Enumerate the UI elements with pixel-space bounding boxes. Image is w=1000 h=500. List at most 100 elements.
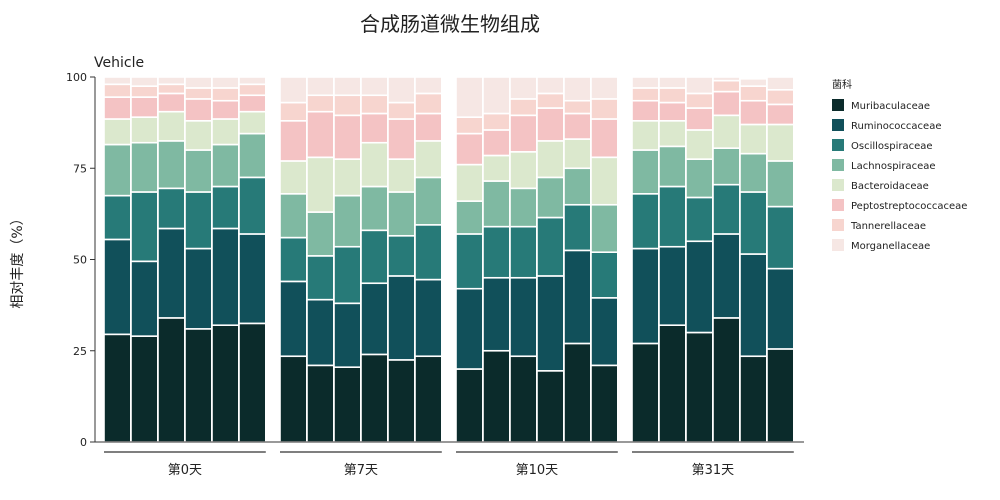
bar-segment-peptostreptococcaceae <box>509 114 538 153</box>
legend-label: Oscillospiraceae <box>851 141 933 152</box>
bar-segment-peptostreptococcaceae <box>712 90 741 117</box>
bar-segment-bacteroidaceae <box>238 110 267 135</box>
bar-segment-oscillospiraceae <box>658 185 687 248</box>
bar-segment-lachnospiraceae <box>130 141 159 193</box>
bar-segment-lachnospiraceae <box>279 193 308 239</box>
bar-segment-muribaculaceae <box>509 355 538 443</box>
bar-segment-lachnospiraceae <box>658 145 687 188</box>
y-tick-label: 100 <box>66 71 87 84</box>
bar-segment-tannerellaceae <box>658 87 687 104</box>
bar-segment-muribaculaceae <box>712 317 741 443</box>
bar-segment-lachnospiraceae <box>103 143 132 197</box>
bar-segment-tannerellaceae <box>563 99 592 115</box>
bar-segment-lachnospiraceae <box>739 152 768 193</box>
legend-swatch <box>832 239 844 251</box>
bar-segment-oscillospiraceae <box>130 191 159 263</box>
bar-segment-ruminococcaceae <box>536 275 565 372</box>
bar-segment-morganellaceae <box>387 76 416 104</box>
bar-segment-oscillospiraceae <box>157 187 186 230</box>
bar-segment-muribaculaceae <box>157 317 186 443</box>
bar-segment-ruminococcaceae <box>631 247 660 345</box>
bar-segment-ruminococcaceae <box>739 253 768 358</box>
y-tick-label: 50 <box>73 254 87 267</box>
group-label: 第7天 <box>344 463 378 478</box>
bar-segment-peptostreptococcaceae <box>211 99 240 120</box>
group-label: 第10天 <box>516 463 559 478</box>
bar-segment-lachnospiraceae <box>509 187 538 228</box>
bar-segment-morganellaceae <box>739 78 768 87</box>
bar-segment-muribaculaceae <box>766 348 795 443</box>
bar-segment-lachnospiraceae <box>157 140 186 190</box>
bar-segment-muribaculaceae <box>563 342 592 443</box>
bar-segment-peptostreptococcaceae <box>658 101 687 122</box>
bar-segment-tannerellaceae <box>509 98 538 117</box>
legend-label: Lachnospiraceae <box>851 161 936 172</box>
bar-segment-oscillospiraceae <box>455 233 484 290</box>
bar-segment-tannerellaceae <box>306 94 335 113</box>
bar-segment-ruminococcaceae <box>360 282 389 356</box>
bar-segment-lachnospiraceae <box>184 149 213 193</box>
bar-segment-lachnospiraceae <box>306 211 335 257</box>
bar-segment-muribaculaceae <box>184 328 213 443</box>
bar-segment-tannerellaceae <box>130 85 159 98</box>
bar-segment-peptostreptococcaceae <box>306 110 335 159</box>
y-tick-label: 25 <box>73 345 87 358</box>
bar-segment-tannerellaceae <box>238 83 267 97</box>
bar-segment-morganellaceae <box>482 76 511 115</box>
bar-segment-muribaculaceae <box>455 368 484 443</box>
bar-segment-oscillospiraceae <box>306 255 335 301</box>
bar-segment-bacteroidaceae <box>279 160 308 195</box>
bar-segment-morganellaceae <box>414 76 443 95</box>
group-label: 第31天 <box>692 463 735 478</box>
legend-swatch <box>832 139 844 151</box>
bar-segment-bacteroidaceae <box>739 123 768 155</box>
bar-segment-ruminococcaceae <box>563 249 592 345</box>
bar-segment-peptostreptococcaceae <box>130 96 159 118</box>
bar-segment-tannerellaceae <box>712 79 741 93</box>
chart-title: 合成肠道微生物组成 <box>360 12 540 36</box>
bar-segment-bacteroidaceae <box>306 156 335 213</box>
bar-segment-ruminococcaceae <box>103 238 132 336</box>
bar-segment-peptostreptococcaceae <box>631 99 660 122</box>
bar-segment-bacteroidaceae <box>482 154 511 182</box>
bar-segment-oscillospiraceae <box>482 225 511 279</box>
bar-segment-peptostreptococcaceae <box>333 114 362 160</box>
bar-segment-lachnospiraceae <box>712 147 741 186</box>
bar-segment-tannerellaceae <box>333 94 362 117</box>
bar-segment-oscillospiraceae <box>563 203 592 252</box>
bar-segment-peptostreptococcaceae <box>279 120 308 162</box>
bar-segment-ruminococcaceae <box>279 280 308 358</box>
bar-segment-ruminococcaceae <box>455 287 484 370</box>
bar-segment-tannerellaceae <box>387 101 416 120</box>
bar-segment-ruminococcaceae <box>658 245 687 326</box>
bar-segment-bacteroidaceae <box>712 114 741 149</box>
bar-segment-muribaculaceae <box>333 366 362 443</box>
bar-segment-oscillospiraceae <box>712 183 741 235</box>
bar-segment-ruminococcaceae <box>590 297 619 367</box>
legend-swatch <box>832 179 844 191</box>
bar-segment-bacteroidaceae <box>333 158 362 197</box>
bar-segment-tannerellaceae <box>184 87 213 100</box>
bar-segment-morganellaceae <box>238 76 267 86</box>
bar-segment-lachnospiraceae <box>211 143 240 188</box>
legend-title: 菌科 <box>832 78 852 91</box>
bar-segment-bacteroidaceae <box>360 141 389 188</box>
bar-segment-muribaculaceae <box>103 333 132 443</box>
bar-segment-lachnospiraceae <box>387 191 416 237</box>
bar-segment-bacteroidaceae <box>157 110 186 142</box>
bar-segment-oscillospiraceae <box>631 193 660 250</box>
bar-segment-lachnospiraceae <box>333 194 362 248</box>
bar-segment-bacteroidaceae <box>455 163 484 202</box>
bar-segment-muribaculaceae <box>590 364 619 443</box>
legend-swatch <box>832 119 844 131</box>
legend-label: Tannerellaceae <box>850 221 926 232</box>
bar-segment-lachnospiraceae <box>536 176 565 219</box>
bar-segment-ruminococcaceae <box>712 233 741 319</box>
bar-segment-tannerellaceae <box>482 112 511 131</box>
bar-segment-ruminococcaceae <box>306 298 335 367</box>
bar-segment-ruminococcaceae <box>766 267 795 350</box>
axes-layer: 0 25 50 75 100 第0天 第7天 第10天 第31天 <box>66 71 804 478</box>
bar-segment-oscillospiraceae <box>184 191 213 250</box>
bar-segment-oscillospiraceae <box>739 191 768 255</box>
bar-segment-muribaculaceae <box>536 370 565 443</box>
